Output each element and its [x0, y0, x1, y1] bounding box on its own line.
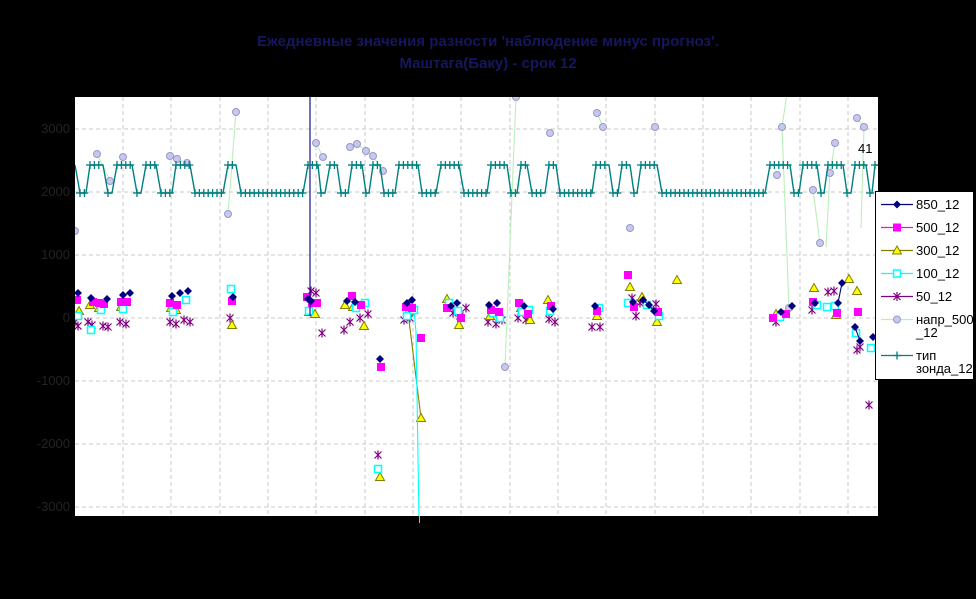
data-label-41: 41: [858, 141, 873, 156]
legend-label: тип зонда_12: [916, 348, 973, 376]
legend-item-500_12: 500_12: [880, 221, 973, 234]
legend-label: 300_12: [916, 243, 960, 258]
plus-legend-marker-icon: [881, 351, 913, 360]
legend-item-100_12: 100_12: [880, 267, 973, 280]
legend-label: 100_12: [916, 266, 960, 281]
y-tick-label: 0: [62, 310, 70, 325]
triangle-legend-marker-icon: [881, 244, 913, 255]
legend-item-300_12: 300_12: [880, 244, 973, 257]
legend-item-850_12: 850_12: [880, 198, 973, 211]
legend-item-напр_500: напр_500 _12: [880, 313, 973, 339]
legend-label: напр_500 _12: [916, 312, 974, 340]
osquare-legend-marker-icon: [881, 269, 913, 278]
chart-plot-svg: [75, 97, 878, 516]
chart-title-line2: Маштага(Баку) - срок 12: [399, 55, 577, 72]
y-tick-label: -2000: [36, 436, 70, 451]
y-tick-label: -1000: [36, 373, 70, 388]
chart-title: Ежедневные значения разности 'наблюдение…: [18, 31, 958, 75]
diamond-legend-marker-icon: [881, 200, 913, 209]
legend-item-50_12: 50_12: [880, 290, 973, 303]
star-legend-marker-icon: [881, 292, 913, 301]
legend-box: 850_12 500_12 300_12 100_12 50_12 напр_500 _1…: [875, 191, 974, 380]
plot-area: [75, 97, 878, 516]
y-tick-label: 1000: [41, 247, 70, 262]
y-tick-label: 2000: [41, 184, 70, 199]
square-legend-marker-icon: [881, 223, 913, 232]
legend-item-тип: тип зонда_12: [880, 349, 973, 375]
legend-label: 500_12: [916, 220, 960, 235]
legend-label: 50_12: [916, 289, 953, 304]
y-tick-label: 3000: [41, 121, 70, 136]
legend-label: 850_12: [916, 197, 960, 212]
chart-title-line1: Ежедневные значения разности 'наблюдение…: [257, 33, 719, 50]
circle-legend-marker-icon: [881, 315, 913, 324]
cyan-spike-overflow: [419, 516, 420, 523]
y-tick-label: -3000: [36, 499, 70, 514]
